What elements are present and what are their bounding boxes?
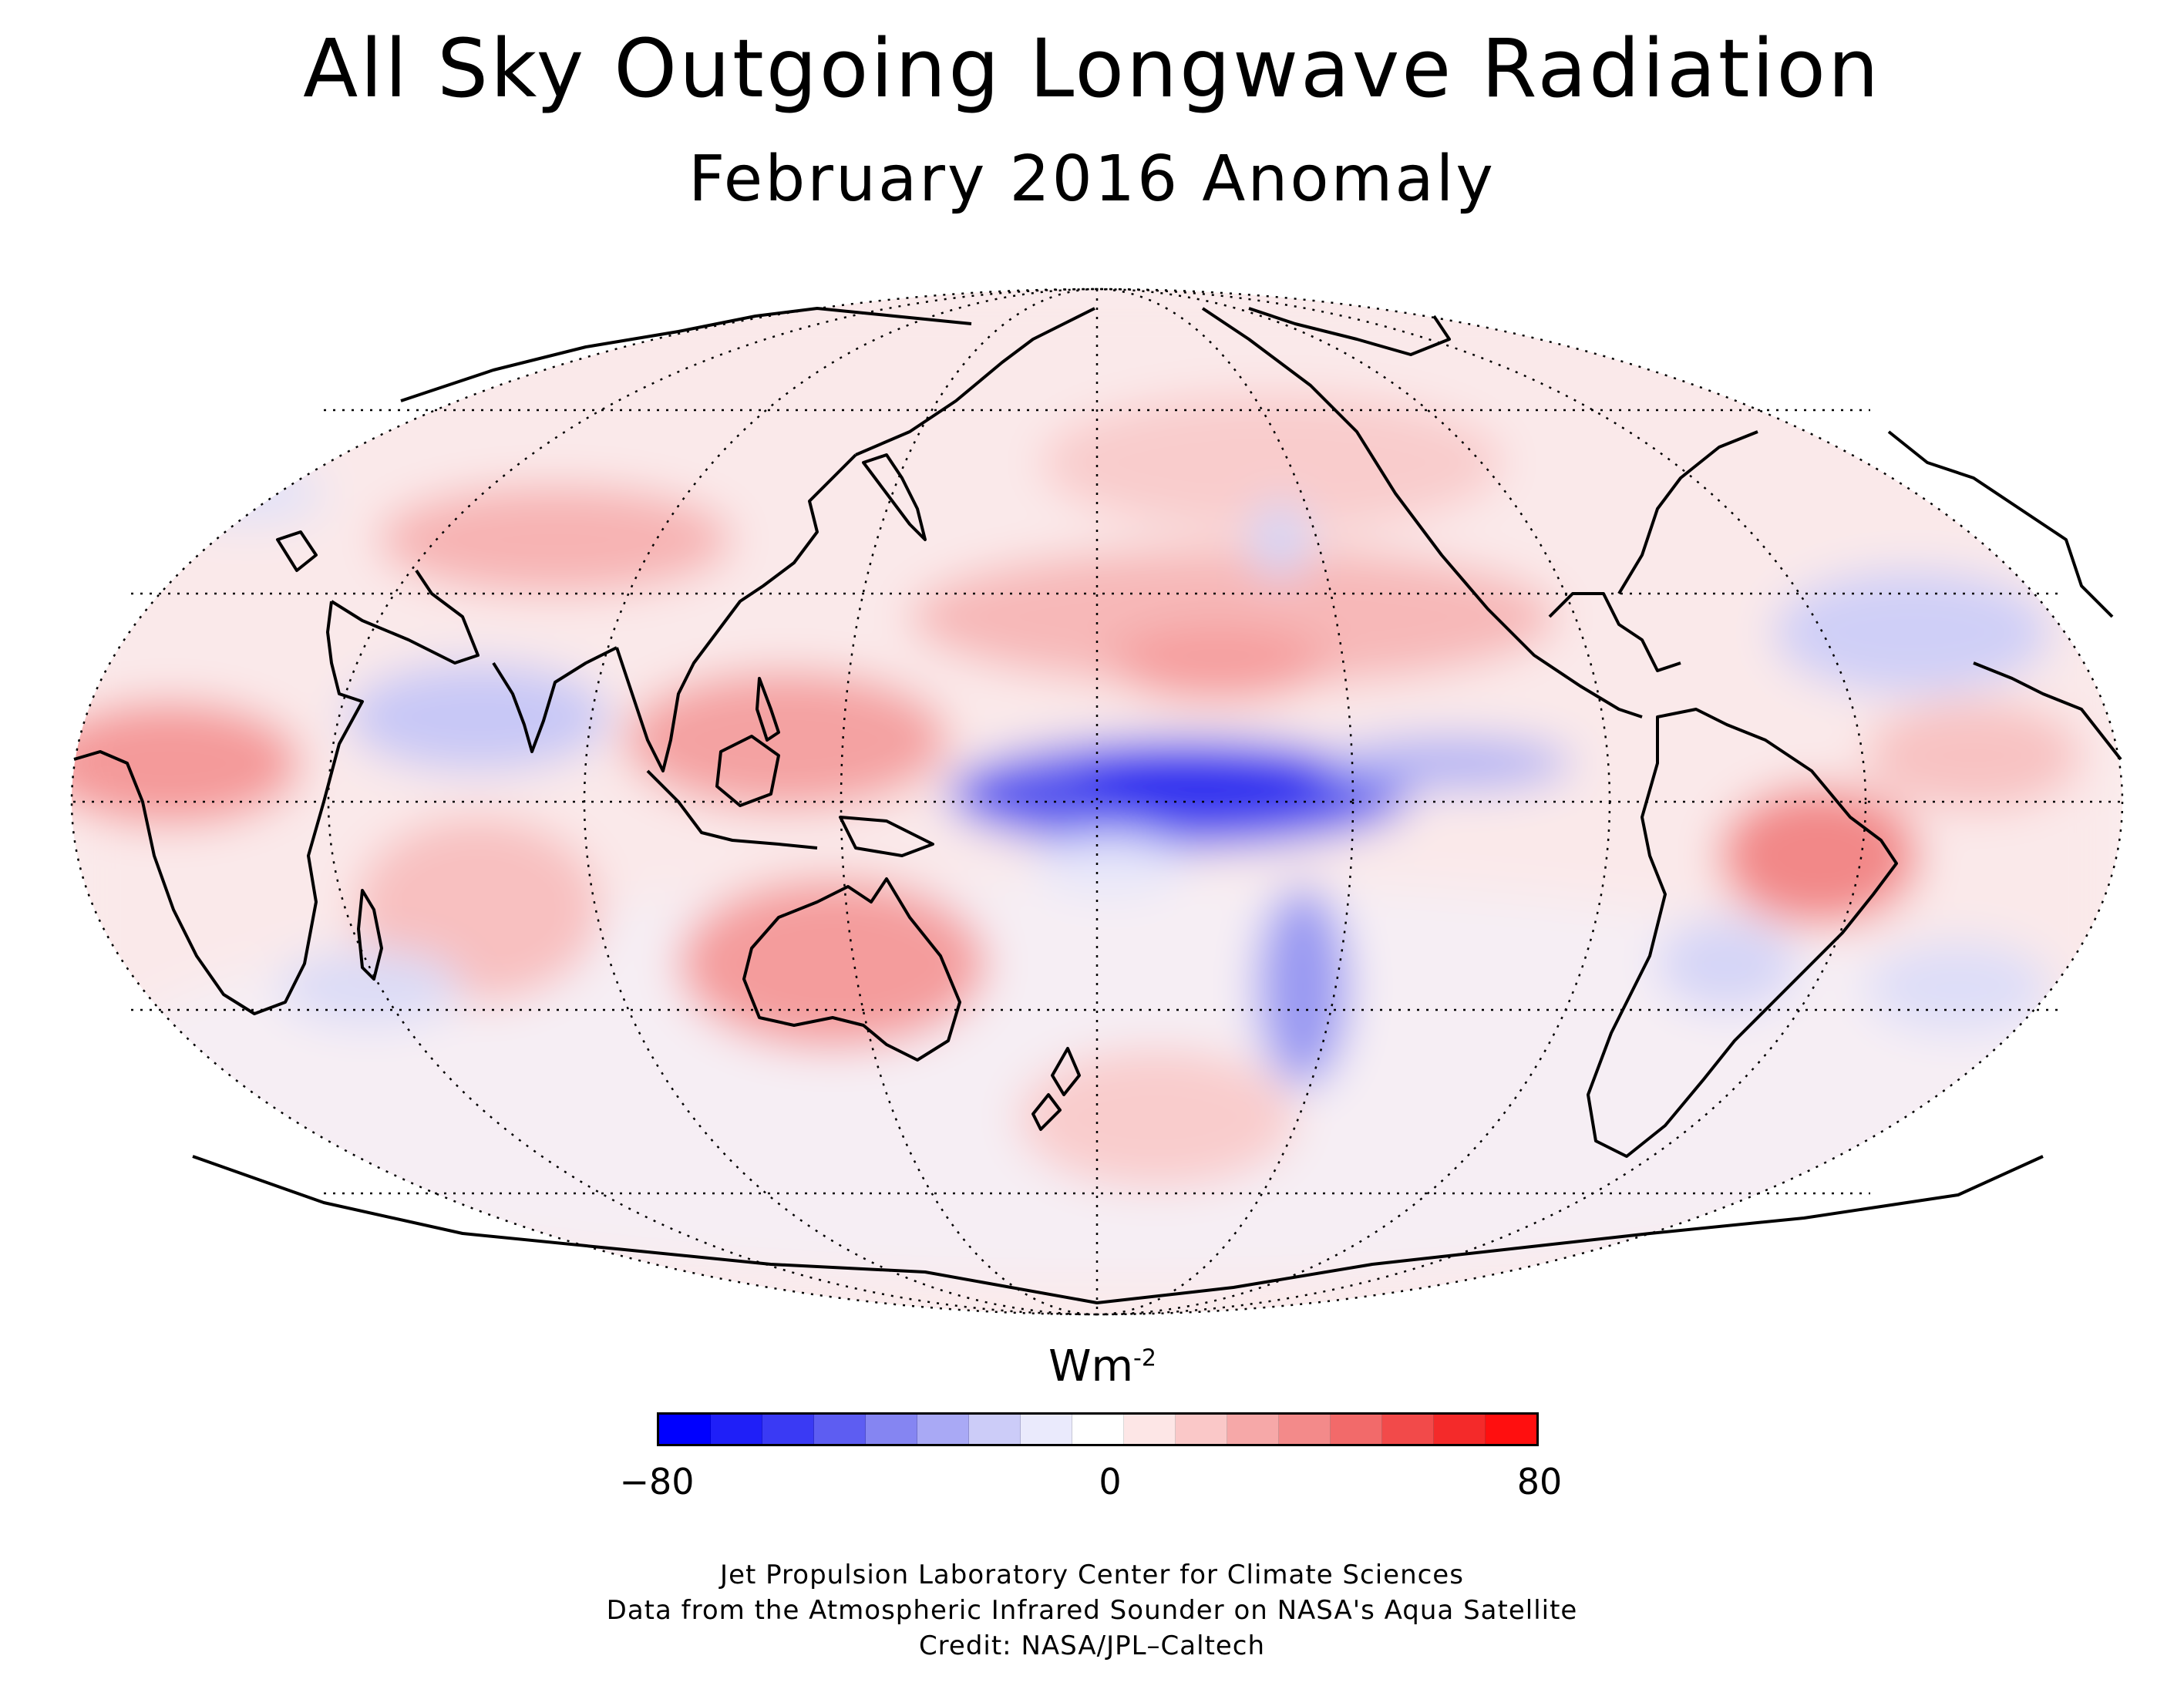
- unit-exponent: -2: [1133, 1344, 1156, 1372]
- south-america-coast: [1587, 708, 1898, 1158]
- anomaly-west-africa: [72, 702, 301, 825]
- colorbar-swatch: [969, 1415, 1021, 1444]
- colorbar-min-label: −80: [619, 1461, 695, 1503]
- anomaly-spcz: [1257, 887, 1349, 1087]
- colorbar-max-label: 80: [1516, 1461, 1563, 1503]
- africa-coast: [73, 601, 364, 1015]
- europe-coast: [1887, 430, 2114, 618]
- arabia-coast: [330, 569, 480, 665]
- anomaly-australia: [678, 879, 987, 1048]
- japan-coast: [862, 453, 927, 541]
- greenland-coast: [1248, 307, 1451, 356]
- indonesia-coast: [646, 769, 818, 850]
- colorbar-swatch: [659, 1415, 711, 1444]
- anomaly-field: [72, 289, 2120, 1314]
- anomaly-maritime-continent: [624, 671, 948, 809]
- coastlines: [73, 307, 2122, 1304]
- colorbar-swatch: [866, 1415, 917, 1444]
- arctic-coast: [400, 307, 972, 402]
- north-america-coast: [1201, 307, 1643, 718]
- colorbar-swatch: [1021, 1415, 1072, 1444]
- unit-base: Wm: [1048, 1341, 1133, 1391]
- map-title: All Sky Outgoing Longwave Radiation: [303, 22, 1881, 116]
- colorbar-swatch: [1434, 1415, 1486, 1444]
- credits-line-3: Credit: NASA/JPL–Caltech: [918, 1630, 1266, 1661]
- antarctica-coast: [192, 1155, 2044, 1304]
- colorbar-swatch: [814, 1415, 866, 1444]
- new-zealand-coast: [1031, 1047, 1081, 1131]
- colorbar-mid-label: 0: [1099, 1461, 1122, 1503]
- colorbar-swatch: [762, 1415, 814, 1444]
- colorbar-swatch: [1072, 1415, 1124, 1444]
- colorbar-swatch: [1382, 1415, 1434, 1444]
- colorbar-swatch: [917, 1415, 969, 1444]
- anomaly-indian-ocean: [347, 663, 609, 771]
- colorbar-unit-label: Wm-2: [1002, 1341, 1203, 1391]
- australia-coast: [742, 877, 961, 1062]
- colorbar-swatch: [1279, 1415, 1331, 1444]
- na-east-coast: [1617, 430, 1758, 595]
- borneo-coast: [715, 735, 780, 807]
- madagascar-coast: [357, 889, 383, 981]
- philippines-coast: [755, 677, 780, 742]
- central-america-coast: [1548, 592, 1681, 672]
- colorbar-swatch: [1176, 1415, 1227, 1444]
- colorbar-swatch: [711, 1415, 762, 1444]
- new-guinea-coast: [839, 816, 934, 857]
- india-coast: [492, 646, 618, 753]
- credits-line-2: Data from the Atmospheric Infrared Sound…: [606, 1595, 1578, 1626]
- credits-line-1: Jet Propulsion Laboratory Center for Cli…: [720, 1560, 1464, 1590]
- colorbar-swatch: [1331, 1415, 1382, 1444]
- colorbar: [657, 1412, 1539, 1446]
- east-asia-coast: [615, 453, 857, 772]
- credits: Jet Propulsion Laboratory Center for Cli…: [0, 1557, 2184, 1664]
- colorbar-swatch: [1227, 1415, 1279, 1444]
- anomaly-eastern-brazil: [1719, 786, 1920, 925]
- globe-outline: [70, 288, 2124, 1316]
- colorbar-swatch: [1486, 1415, 1536, 1444]
- ne-asia-coast: [855, 307, 1095, 456]
- map-subtitle: February 2016 Anomaly: [688, 143, 1496, 216]
- british-isles-coast: [276, 530, 318, 572]
- colorbar-swatch: [1124, 1415, 1176, 1444]
